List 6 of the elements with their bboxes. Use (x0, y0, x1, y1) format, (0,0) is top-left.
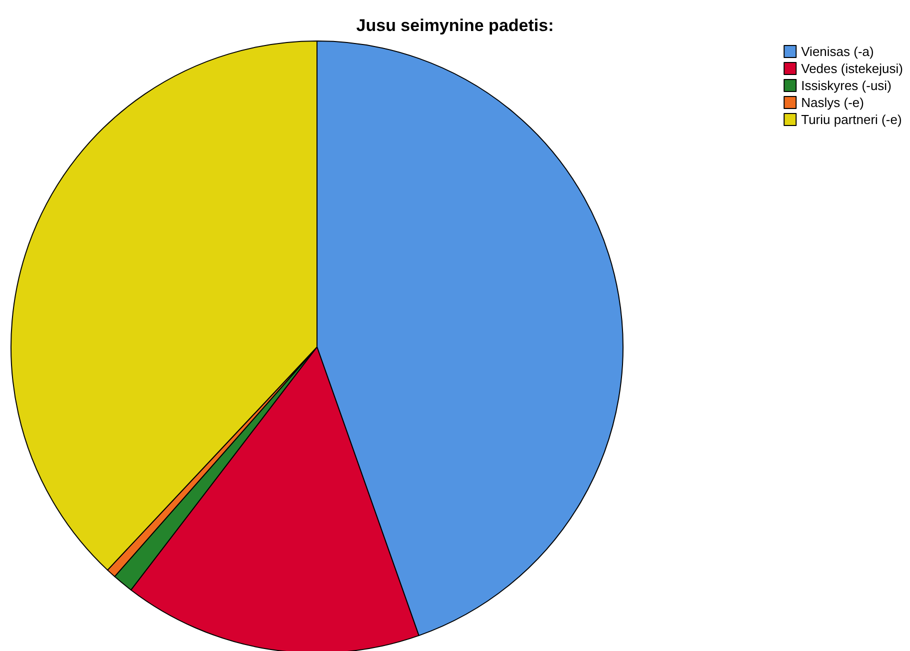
legend-label: Turiu partneri (-e) (801, 112, 902, 127)
legend-label: Issiskyres (-usi) (801, 78, 892, 93)
chart-title: Jusu seimynine padetis: (356, 16, 554, 35)
legend-label: Vienisas (-a) (801, 44, 874, 59)
legend-label: Naslys (-e) (801, 95, 864, 110)
legend-label: Vedes (istekejusi) (801, 61, 904, 76)
